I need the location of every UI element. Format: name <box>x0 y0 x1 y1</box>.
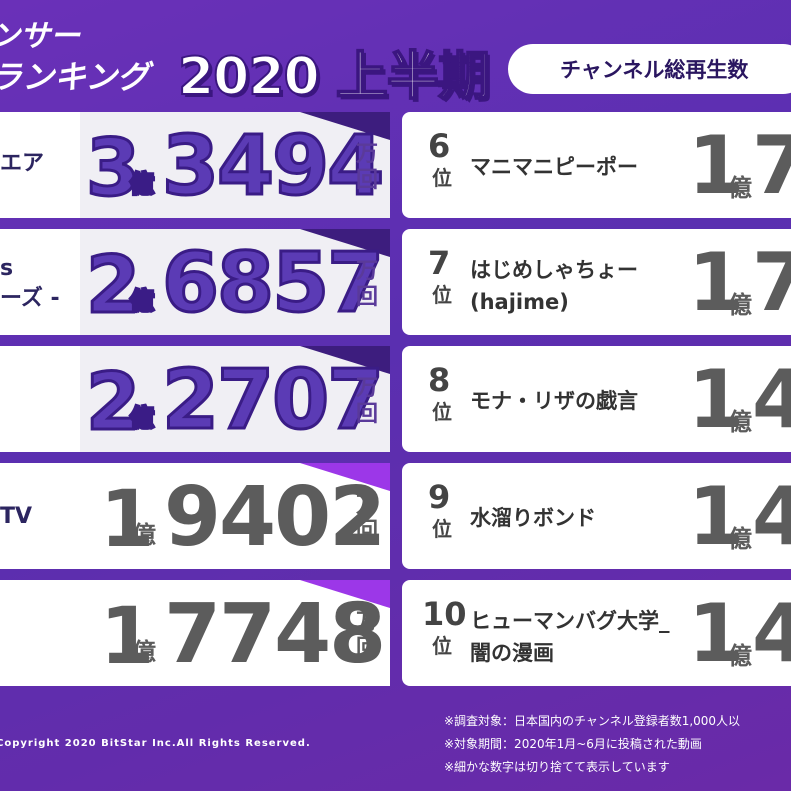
rank-card-7: 7 位 はじめしゃちょー (hajime) 1 億 7 <box>402 229 791 335</box>
channel-name-line-2: (hajime) <box>470 290 569 314</box>
unit-oku: 億 <box>728 408 752 436</box>
views-oku: 1 <box>688 470 744 563</box>
title-line-2: ランキング <box>0 58 150 96</box>
rank-suffix: 位 <box>432 283 452 307</box>
rank-card-9: 9 位 水溜りボンド 1 億 4 <box>402 463 791 569</box>
card-corner <box>300 580 390 608</box>
channel-name-line-2: ーズ - <box>0 286 60 311</box>
views-man: 7748 <box>164 587 386 682</box>
views-man-partial: 4 <box>752 470 791 563</box>
footnote-2: ※対象期間：2020年1月~6月に投稿された動画 <box>444 737 702 751</box>
unit-oku: 億 <box>728 174 752 202</box>
unit-man: 万回 <box>356 610 379 661</box>
channel-name-line-1: はじめしゃちょー <box>470 258 638 282</box>
rank-number: 10 <box>422 595 467 633</box>
rank-card-10: 10 位 ヒューマンバグ大学_ 闇の漫画 1 億 4 <box>402 580 791 686</box>
views-oku: 1 <box>688 587 744 680</box>
year-title: 2020 上半期 <box>177 46 491 108</box>
channel-name: 水溜りボンド <box>470 506 596 530</box>
rank-card-3: 2 億 2707 万回 <box>0 346 390 452</box>
card-corner <box>300 229 390 257</box>
unit-oku: 億 <box>132 638 156 666</box>
views-man: 6857 <box>160 236 385 331</box>
card-corner <box>300 346 390 374</box>
footnote-1: ※調査対象：日本国内のチャンネル登録者数1,000人以 <box>444 714 741 728</box>
rank-suffix: 位 <box>432 517 452 541</box>
channel-name-line-1: ヒューマンバグ大学_ <box>470 609 670 633</box>
rank-number: 7 <box>428 244 451 282</box>
views-oku: 1 <box>100 592 155 682</box>
rank-card-1: エア 3 億 3494 万回 <box>0 112 390 218</box>
views-man: 2707 <box>160 353 385 448</box>
category-pill: チャンネル総再生数 <box>508 44 791 94</box>
unit-oku: 億 <box>728 291 752 319</box>
title-line-1: ンサー <box>0 19 80 54</box>
rank-card-2: s ーズ - 2 億 6857 万回 <box>0 229 390 335</box>
channel-name-line-2: 闇の漫画 <box>470 641 554 665</box>
title-block: ンサー ランキング <box>0 14 149 100</box>
chevron-shape <box>60 346 80 452</box>
rank-card-5: 1 億 7748 万回 <box>0 580 390 686</box>
unit-man: 万回 <box>356 259 379 310</box>
views-man-partial: 7 <box>752 236 791 329</box>
rank-card-8: 8 位 モナ・リザの戯言 1 億 4 <box>402 346 791 452</box>
unit-oku: 億 <box>129 170 156 198</box>
rank-suffix: 位 <box>432 166 452 190</box>
footnotes: ※調査対象：日本国内のチャンネル登録者数1,000人以 ※対象期間：2020年1… <box>444 710 740 779</box>
unit-oku: 億 <box>129 287 156 315</box>
copyright-text: Copyright 2020 BitStar Inc.All Rights Re… <box>0 738 311 749</box>
rank-number: 8 <box>428 361 451 399</box>
unit-oku: 億 <box>728 642 752 670</box>
views-man: 9402 <box>164 470 386 565</box>
views-man: 3494 <box>160 119 385 214</box>
views-oku: 1 <box>688 119 744 212</box>
views-man-partial: 4 <box>752 353 791 446</box>
card-corner <box>300 112 390 140</box>
rank-number: 6 <box>428 127 451 165</box>
rank-card-6: 6 位 マニマニピーポー 1 億 7 <box>402 112 791 218</box>
chevron-shape <box>60 112 80 218</box>
views-man-partial: 7 <box>752 119 791 212</box>
views-oku: 1 <box>688 353 744 446</box>
rank-number: 9 <box>428 478 451 516</box>
channel-name: マニマニピーポー <box>470 155 638 179</box>
footnote-3: ※細かな数字は切り捨てて表示しています <box>444 760 670 774</box>
chevron-shape <box>60 229 80 335</box>
unit-oku: 億 <box>728 525 752 553</box>
unit-oku: 億 <box>129 404 156 432</box>
rank-card-4: TV 1 億 9402 万回 <box>0 463 390 569</box>
views-man-partial: 4 <box>752 587 791 680</box>
views-oku: 2 <box>84 358 141 448</box>
channel-name-line-1: s <box>0 256 14 281</box>
rank-suffix: 位 <box>432 634 452 658</box>
views-oku: 2 <box>84 241 141 331</box>
channel-name: エア <box>0 151 45 176</box>
unit-oku: 億 <box>132 521 156 549</box>
card-corner <box>300 463 390 491</box>
unit-man: 万回 <box>356 376 379 427</box>
rank-suffix: 位 <box>432 400 452 424</box>
channel-name: TV <box>0 504 33 529</box>
unit-man: 万回 <box>356 493 379 544</box>
views-oku: 1 <box>100 475 155 565</box>
views-oku: 3 <box>84 124 141 214</box>
channel-name: モナ・リザの戯言 <box>470 389 638 413</box>
views-oku: 1 <box>688 236 744 329</box>
unit-man: 万回 <box>356 142 379 193</box>
